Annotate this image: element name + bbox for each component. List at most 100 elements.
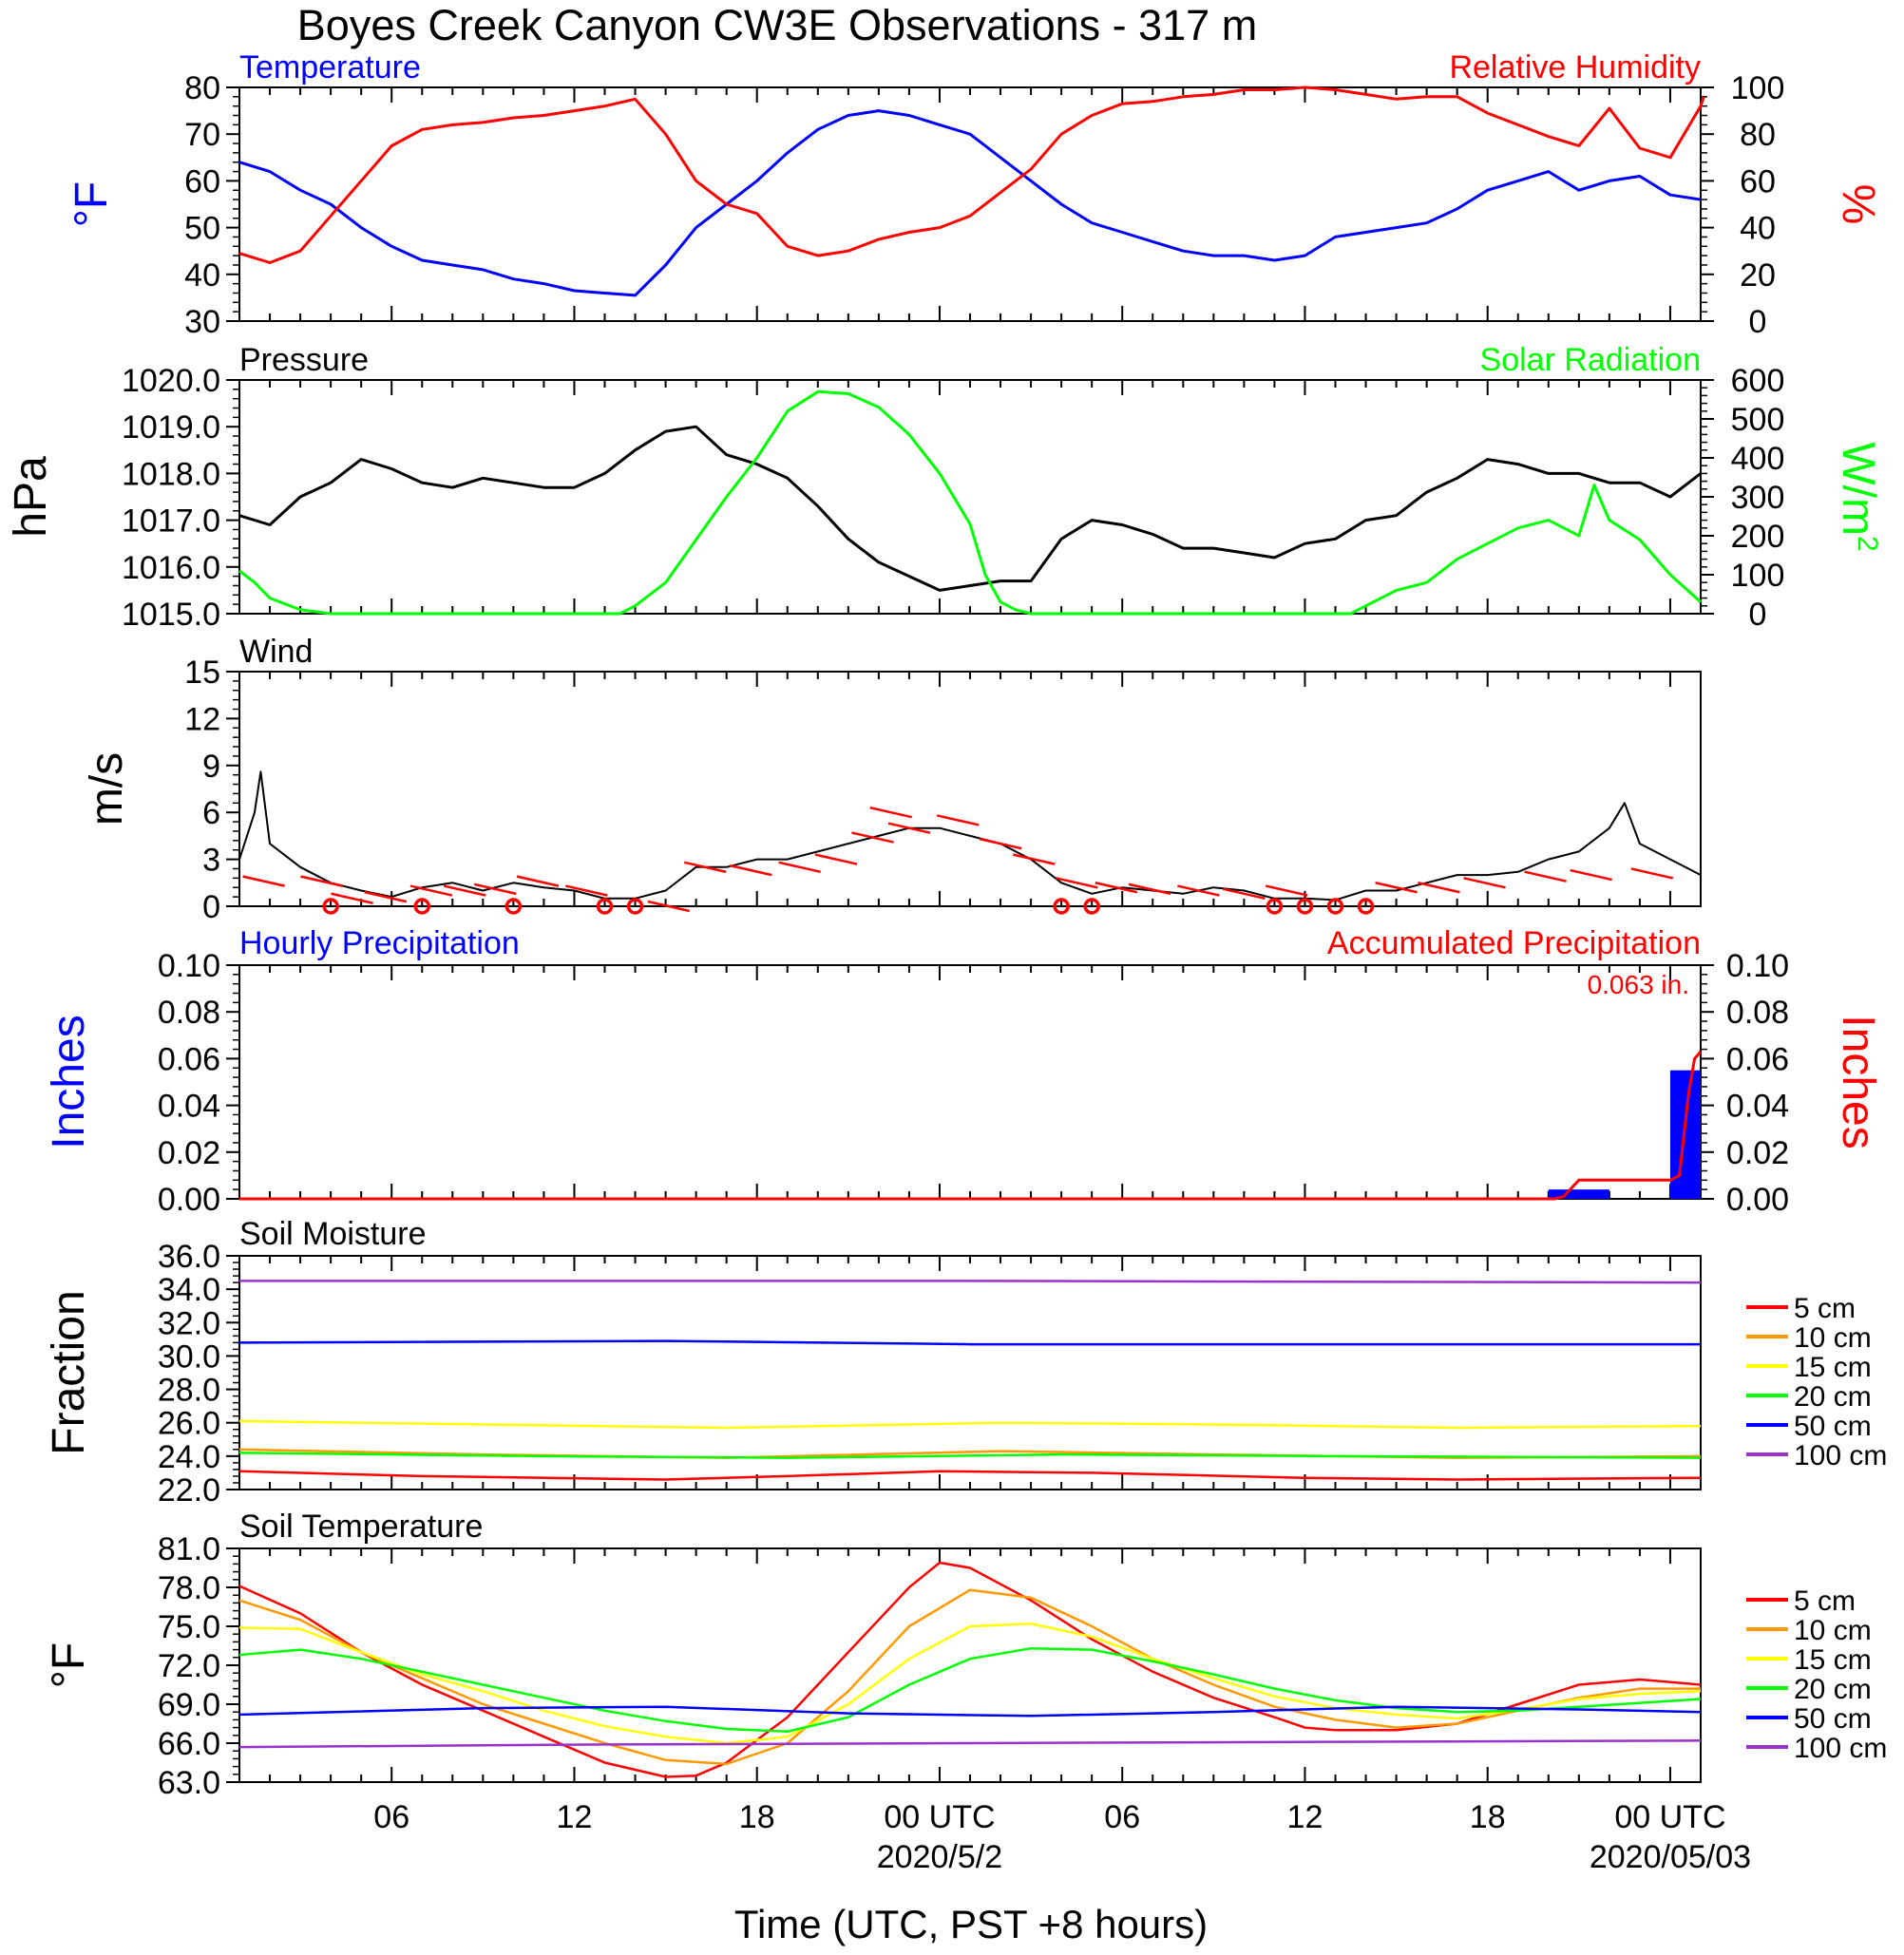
calm-wind-circle [1296,898,1314,915]
accumulated-precip-line [239,1051,1703,1201]
wind-barb [1177,884,1220,897]
wind-label: Wind [239,634,313,670]
x-tick-label: 12 [557,1799,593,1835]
y-tick-label: 28.0 [158,1373,220,1409]
wind-barb [1463,877,1506,889]
y-tick-label: 80 [184,70,220,106]
y-tick-label: 12 [184,701,220,737]
wind-barb [730,864,772,877]
y2-tick-label: 200 [1731,519,1785,555]
soil-series-line [238,1452,1702,1459]
y2-tick-label: 0.10 [1726,948,1789,984]
soil-series-line [238,1705,1702,1718]
temperature-axis-title: °F [67,181,117,228]
y2-tick-label: 100 [1731,558,1785,594]
y2-tick-label: 0.00 [1726,1182,1789,1218]
y-tick-label: 60 [184,163,220,199]
y-tick-label: 24.0 [158,1439,220,1475]
temperature-line [238,109,1702,297]
panel-wind: 0 3 6 9 12 15 Wind m/s [82,634,1702,925]
legend-entry: 10 cm [1794,1322,1872,1354]
x-tick-label: 18 [1470,1799,1506,1835]
calm-wind-circle [596,898,614,915]
y-tick-label: 1019.0 [122,409,220,446]
pressure-label: Pressure [239,342,369,378]
y2-tick-label: 600 [1731,363,1785,399]
humidity-label: Relative Humidity [1449,49,1701,85]
y2-tick-label: 40 [1740,211,1776,247]
wind-barb [1524,870,1567,883]
x-tick-label: 06 [1104,1799,1140,1835]
y-tick-label: 34.0 [158,1272,220,1308]
soil-series-line [238,1588,1701,1766]
y-tick-label: 40 [184,257,220,294]
y-tick-label: 66.0 [158,1726,220,1762]
pressure-line [238,425,1702,592]
soil-series-line [238,1561,1702,1778]
panel-precipitation: 0.00 0.02 0.04 0.06 0.08 0.10 0.00 0.02 0.04 0.06… [44,925,1883,1218]
y2-tick-label: 300 [1731,480,1785,516]
x-tick-label: 18 [739,1799,775,1835]
wind-barb [814,853,858,865]
legend-entry: 15 cm [1794,1352,1872,1383]
y-tick-label: 63.0 [158,1765,220,1801]
pressure-axis-title: hPa [6,456,56,538]
calm-wind-circle [413,898,430,915]
solar-label: Solar Radiation [1480,342,1701,378]
legend-entry: 50 cm [1794,1411,1872,1442]
y-tick-label: 0.04 [158,1089,220,1125]
humidity-axis-title: % [1833,184,1883,225]
y-tick-label: 0.02 [158,1135,220,1171]
panel-label: Soil Moisture [239,1216,427,1252]
time-axis: 06 12 18 00 UTC 06 12 18 00 UTC 2020/5/2 2020/05/… [373,1799,1751,1875]
y-tick-label: 1017.0 [122,503,220,540]
y-tick-label: 30.0 [158,1338,220,1375]
wind-barb [1128,883,1171,896]
y2-tick-label: 0.08 [1726,995,1789,1031]
legend-entry: 15 cm [1794,1644,1872,1676]
legend-entry: 5 cm [1794,1293,1856,1324]
wind-barb [778,861,821,874]
legend-entry: 20 cm [1794,1674,1872,1705]
y-tick-label: 0.00 [158,1182,220,1218]
y-tick-label: 32.0 [158,1305,220,1341]
calm-wind-circle [1266,898,1284,915]
soil-series-line [238,1470,1702,1481]
x-tick-label: 06 [373,1799,409,1835]
legend-entry: 100 cm [1794,1440,1887,1471]
y-tick-label: 6 [202,795,220,831]
wind-barb [683,861,727,874]
wind-barb [1570,868,1612,882]
accumulated-precip-total: 0.063 in. [1588,970,1689,999]
y-tick-label: 1015.0 [122,597,220,633]
y-tick-label: 78.0 [158,1570,220,1606]
wind-barb [647,900,691,913]
wind-barb [516,875,560,887]
y-tick-label: 0.08 [158,995,220,1031]
axis-title: Fraction [44,1290,94,1454]
y2-tick-label: 400 [1731,441,1785,477]
soil-series-line [238,1623,1702,1745]
plot-frame [238,671,1702,907]
solar-line [238,389,1703,616]
plot-frame [238,86,1702,322]
chart-title: Boyes Creek Canyon CW3E Observations - 3… [297,1,1257,49]
y-tick-label: 75.0 [158,1609,220,1645]
x-date-label: 2020/05/03 [1590,1839,1751,1875]
legend-entry: 10 cm [1794,1615,1872,1646]
calm-wind-circle [505,898,523,915]
hourly-precip-label: Hourly Precipitation [239,925,520,961]
panel-temperature-humidity: 30 40 50 60 70 80 0 20 40 60 80 100 Temperature Relat… [67,49,1883,340]
plot-frame [238,1547,1702,1783]
y-tick-label: 0.06 [158,1041,220,1077]
x-axis-label: Time (UTC, PST +8 hours) [734,1902,1208,1946]
y-tick-label: 15 [184,655,220,691]
y-tick-label: 36.0 [158,1239,220,1275]
legend-entry: 100 cm [1794,1733,1887,1764]
y-tick-label: 0 [202,889,220,925]
legend-entry: 20 cm [1794,1381,1872,1413]
calm-wind-circle [1357,898,1375,915]
y-tick-label: 1020.0 [122,363,220,399]
y2-tick-label: 60 [1740,163,1776,199]
plot-frame [238,964,1702,1200]
